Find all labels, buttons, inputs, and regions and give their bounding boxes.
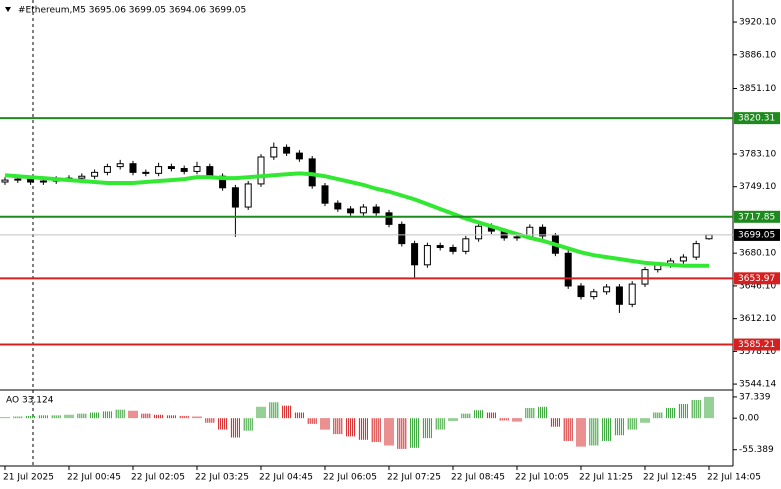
y-tick-label: 0.00 [739,414,759,424]
candle-body [705,234,713,240]
level-label: 3820.31 [738,114,775,124]
candle-body [603,286,611,293]
candle-body [372,206,380,214]
last-price-box [734,228,780,241]
y-tick-label: 3544.14 [739,380,776,390]
x-tick-label: 22 Jul 02:05 [131,473,185,483]
candle-body [39,180,47,183]
candle-body [244,183,252,208]
moving-average [4,171,709,268]
level-label: 3717.85 [738,212,775,222]
x-tick-label: 22 Jul 00:45 [67,473,121,483]
candle-body [347,208,355,214]
candle-body [577,285,585,298]
candle-body [270,146,278,158]
candle-body [116,163,124,168]
candle-body [449,246,457,252]
candle-body [513,236,521,239]
x-tick-label: 22 Jul 07:25 [387,473,441,483]
candle-body [129,163,137,173]
candle-body [679,256,687,262]
candle-body [231,187,239,208]
level-label: 3585.21 [738,340,775,350]
x-tick-label: 22 Jul 03:25 [195,473,249,483]
level-box [734,112,780,125]
level-box [734,338,780,351]
candle-body [462,238,470,252]
candle-body [641,269,649,285]
level-label: 3653.97 [738,274,775,284]
y-tick-label: -55.389 [739,445,774,455]
candle-body [590,291,598,298]
y-tick-label: 3680.10 [739,249,776,259]
candle-body [180,168,188,172]
level-box [734,272,780,285]
candle-body [103,166,111,173]
indicator-title: AO 33.124 [6,396,54,406]
candle-body [692,243,700,258]
x-tick-label: 22 Jul 04:45 [259,473,313,483]
chart-title: #Ethereum,M5 3695.06 3699.05 3694.06 369… [18,6,246,16]
candle-body [615,286,623,305]
candle-body [385,212,393,225]
candle-body [411,243,419,266]
candle-body [78,175,86,179]
candle-body [27,178,35,183]
candle-body [206,166,214,177]
candle-body [283,146,291,154]
y-tick-label: 37.339 [739,392,771,402]
x-tick-label: 22 Jul 10:05 [515,473,569,483]
candle-body [193,166,201,172]
candle-body [359,206,367,214]
candle-body [295,152,303,160]
candle-body [475,225,483,240]
candle-body [167,166,175,170]
candle-body [142,171,150,174]
level-box [734,210,780,223]
y-tick-label: 3749.10 [739,182,776,192]
x-tick-label: 22 Jul 12:45 [643,473,697,483]
candle-body [564,252,572,287]
candle-body [423,245,431,266]
menu-icon[interactable] [5,7,11,12]
x-tick-label: 21 Jul 2025 [3,473,54,483]
y-tick-label: 3920.10 [739,18,776,28]
y-tick-label: 3612.10 [739,314,776,324]
y-tick-label: 3851.10 [739,84,776,94]
y-tick-label: 3886.10 [739,50,776,60]
candle-body [539,226,547,237]
y-tick-label: 3646.10 [739,281,776,291]
x-tick-label: 22 Jul 14:05 [707,473,761,483]
candle-body [257,156,265,185]
y-tick-label: 3578.10 [739,347,776,357]
candle-body [334,202,342,210]
last-price-label: 3699.05 [738,230,775,240]
candle-body [155,166,163,174]
candle-body [14,178,22,181]
candle-body [321,185,329,204]
candle-body [398,223,406,245]
x-tick-label: 22 Jul 06:05 [323,473,377,483]
candle-body [628,283,636,305]
x-tick-label: 22 Jul 08:45 [451,473,505,483]
x-tick-label: 22 Jul 11:25 [579,473,633,483]
candle-body [91,171,99,177]
candle-body [1,179,9,183]
candle-body [436,245,444,248]
y-tick-label: 3783.10 [739,149,776,159]
